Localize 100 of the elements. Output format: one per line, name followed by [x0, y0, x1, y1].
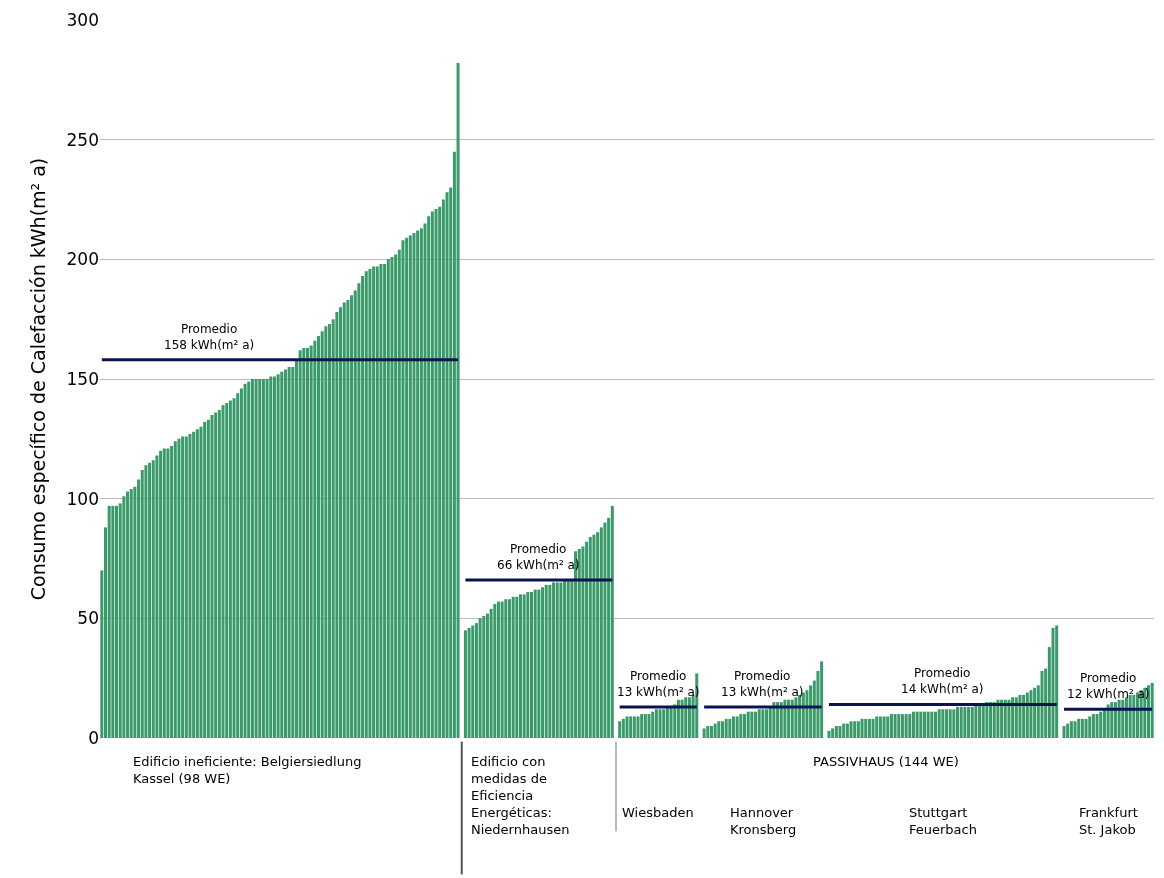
bar [911, 711, 915, 738]
bar [173, 441, 177, 738]
y-tick-label: 50 [77, 608, 99, 629]
bar [625, 716, 629, 738]
bar [184, 436, 188, 738]
series-label: Promedio 158 kWh(m² a) [164, 322, 255, 352]
bar [684, 697, 688, 738]
bar [412, 233, 416, 738]
text: Frankfurt St. Jakob [1079, 805, 1138, 837]
text: Wiesbaden [622, 805, 694, 820]
bar [647, 714, 651, 738]
bar [1051, 627, 1055, 738]
bar [676, 699, 680, 738]
bar [632, 716, 636, 738]
bar [140, 469, 144, 738]
bar [1095, 714, 1099, 738]
bar [243, 383, 247, 738]
bar [228, 400, 232, 738]
bar [533, 589, 537, 738]
bar [416, 230, 420, 738]
bar [181, 436, 185, 738]
bar [779, 702, 783, 738]
bar [548, 584, 552, 738]
bar [941, 709, 945, 738]
y-tick-label: 100 [66, 488, 99, 509]
bar [709, 726, 713, 738]
bar [849, 721, 853, 738]
bar [743, 714, 747, 738]
y-axis-title: Consumo específico de Calefacción kWh(m² a) [27, 157, 50, 601]
bar [772, 702, 776, 738]
bar [790, 699, 794, 738]
bar [889, 714, 893, 738]
bar [1124, 697, 1128, 738]
text: Stuttgart Feuerbach [909, 805, 977, 837]
bar [335, 311, 339, 738]
y-tick-label: 250 [66, 129, 99, 150]
bar [203, 422, 207, 738]
bar [856, 721, 860, 738]
bar [364, 271, 368, 738]
bar [735, 716, 739, 738]
bar [482, 615, 486, 738]
bar [210, 414, 214, 738]
bar [309, 345, 313, 738]
bar [530, 592, 534, 738]
bar [926, 711, 930, 738]
bar [713, 723, 717, 738]
bar [776, 702, 780, 738]
bar [930, 711, 934, 738]
bar [221, 405, 225, 738]
bar [724, 718, 728, 738]
bar [717, 721, 721, 738]
bar [111, 505, 115, 738]
bar [945, 709, 949, 738]
bar [706, 726, 710, 738]
text: Edificio con medidas de Eficiencia Energéticas: Niedernhausen [471, 754, 570, 837]
bar [834, 726, 838, 738]
bar [489, 608, 493, 738]
bar [188, 434, 192, 738]
bar [250, 379, 254, 738]
bar [1062, 726, 1066, 738]
bar [956, 706, 960, 738]
bar [526, 592, 530, 738]
bar [967, 706, 971, 738]
bar [878, 716, 882, 738]
bar [1014, 697, 1018, 738]
bar [904, 714, 908, 738]
bar [559, 582, 563, 738]
bar [239, 388, 243, 738]
bar [206, 419, 210, 738]
bar [199, 426, 203, 738]
bar [563, 580, 567, 738]
bar [313, 340, 317, 738]
bar [820, 661, 824, 738]
bar [662, 709, 666, 738]
bar [518, 594, 522, 738]
bar [298, 350, 302, 738]
bar [434, 209, 438, 738]
bar [485, 613, 489, 738]
bar [581, 546, 585, 738]
bar [405, 237, 409, 738]
bar [537, 589, 541, 738]
text: Hannover Kronsberg [730, 805, 797, 837]
bar [1066, 723, 1070, 738]
bar [1022, 694, 1026, 738]
y-tick-label: 200 [66, 249, 99, 270]
bar [618, 721, 622, 738]
bar [126, 491, 130, 738]
bar [585, 541, 589, 738]
series-label: Promedio 13 kWh(m² a) [721, 669, 804, 699]
bar [882, 716, 886, 738]
bar [831, 728, 835, 738]
bar [496, 601, 500, 738]
bar [937, 709, 941, 738]
bar [1088, 716, 1092, 738]
bar [467, 627, 471, 738]
bar [1077, 718, 1081, 738]
bar [640, 714, 644, 738]
bar [317, 335, 321, 738]
bar [305, 347, 309, 738]
bar [511, 596, 515, 738]
